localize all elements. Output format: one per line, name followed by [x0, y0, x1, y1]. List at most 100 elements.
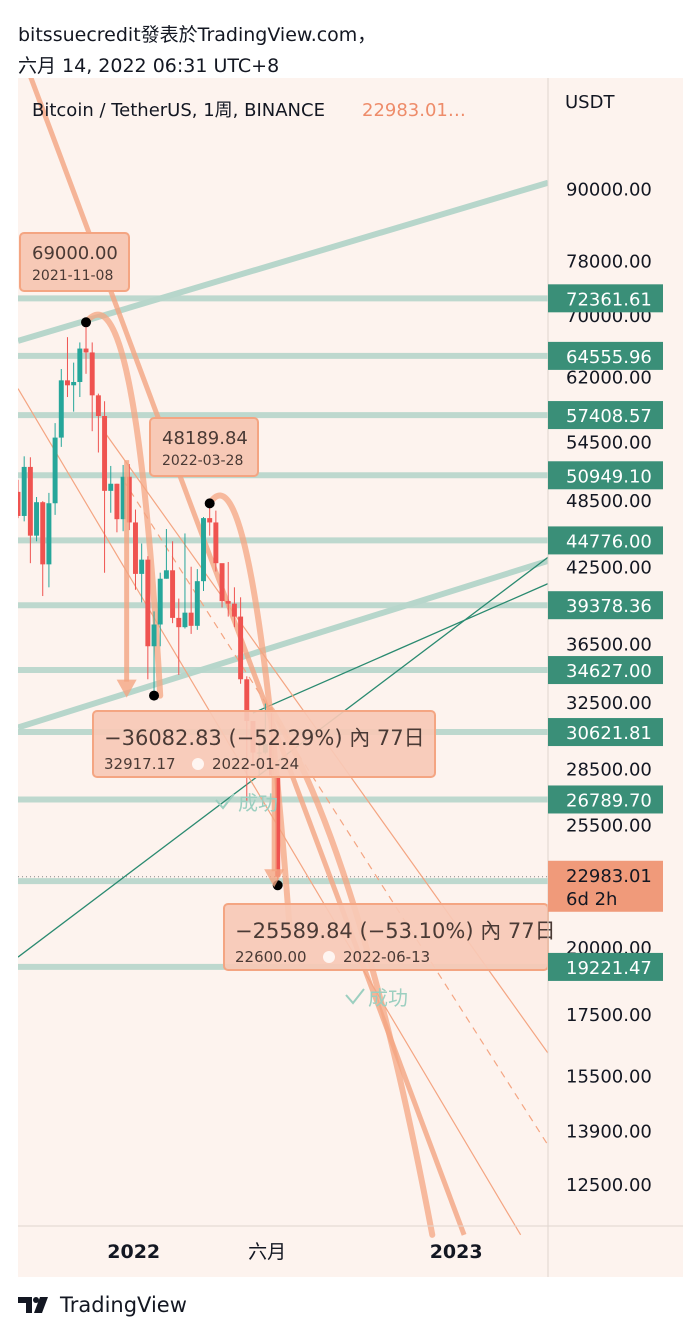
timestamp-line: 六月 14, 2022 06:31 UTC+8	[18, 55, 280, 77]
descending-channel-line	[122, 479, 548, 1146]
candle-body	[21, 466, 27, 516]
candle-body	[231, 603, 237, 617]
measure-arrow-head	[116, 679, 137, 698]
y-tick-label: 17500.00	[566, 1005, 652, 1026]
candle-body	[170, 570, 176, 618]
label-box	[149, 417, 259, 477]
y-tick-label: 13900.00	[566, 1121, 652, 1142]
candle-body	[71, 381, 77, 386]
candle-body	[64, 380, 70, 386]
measure-box-1: −36082.83 (−52.29%) 內 77日 32917.17 2022-01…	[92, 710, 436, 778]
level-badge	[548, 341, 663, 370]
currency-label: USDT	[565, 92, 615, 113]
measure-text: −36082.83 (−52.29%) 內 77日	[104, 726, 425, 750]
x-tick-label: 2023	[430, 1241, 483, 1263]
level-badge	[548, 526, 663, 555]
level-badge	[548, 401, 663, 430]
candle-body	[40, 502, 46, 565]
measure-sub-date: 2022-01-24	[212, 755, 299, 773]
level-badge-label: 39378.36	[566, 596, 652, 617]
measure-box	[92, 710, 436, 778]
candle-body	[95, 395, 101, 417]
pivot-label-lower-high: 48189.84 2022-03-28	[149, 417, 259, 477]
candle-body	[213, 522, 219, 564]
candle-body	[114, 483, 120, 520]
level-badge-label: 44776.00	[566, 531, 652, 552]
chart-last-price: 22983.01…	[362, 100, 466, 121]
candle-body	[120, 476, 126, 520]
pivot-label-high: 69000.00 2021-11-08	[19, 232, 130, 292]
y-tick-label: 54500.00	[566, 432, 652, 453]
tradingview-logo[interactable]: TradingView	[18, 1293, 187, 1317]
candle-body	[27, 466, 33, 536]
tradingview-logo-icon	[18, 1297, 48, 1313]
current-price-value: 22983.01	[566, 866, 652, 887]
y-tick-label: 90000.00	[566, 179, 652, 200]
candle-body	[77, 348, 83, 382]
candle-body	[188, 612, 194, 626]
measure-sub-value: 32917.17	[104, 755, 176, 773]
label-date: 2022-03-28	[162, 453, 243, 469]
y-tick-label: 28500.00	[566, 759, 652, 780]
y-tick-label: 32500.00	[566, 693, 652, 714]
x-tick-label: 2022	[107, 1241, 160, 1263]
candle-body	[52, 437, 58, 504]
author-line: bitssuecredit發表於TradingView.com，	[18, 24, 377, 46]
level-badge	[548, 591, 663, 620]
candle-body	[102, 416, 108, 491]
candle-body	[194, 581, 200, 626]
success-label-1: 成功	[215, 791, 278, 815]
candle-body	[151, 624, 157, 647]
price-chart[interactable]: 69000.00 2021-11-08 48189.84 2022-03-28 −360…	[0, 0, 700, 1290]
candle-body	[176, 617, 182, 628]
candle-body	[225, 601, 231, 604]
clock-icon	[192, 758, 204, 770]
y-tick-label: 78000.00	[566, 251, 652, 272]
chart-title: Bitcoin / TetherUS, 1周, BINANCE	[32, 100, 325, 121]
candle-body	[34, 502, 40, 536]
x-tick-label: 六月	[248, 1241, 286, 1263]
success-text: 成功	[238, 791, 278, 815]
tradingview-wordmark: TradingView	[60, 1293, 187, 1317]
measure-arrow-head	[264, 869, 285, 888]
candle-body	[58, 380, 64, 438]
candle-body	[108, 483, 114, 491]
candle-body	[244, 679, 250, 721]
candle-body	[163, 570, 169, 579]
candle-body	[139, 559, 145, 574]
descending-channel-line	[18, 388, 522, 1236]
check-icon	[345, 988, 365, 1005]
level-badge-label: 64555.96	[566, 347, 652, 368]
level-badge-label: 30621.81	[566, 723, 652, 744]
level-badge-label: 57408.57	[566, 406, 652, 427]
projection-curve	[83, 311, 164, 699]
y-tick-label: 36500.00	[566, 634, 652, 655]
measure-box-2: −25589.84 (−53.10%) 內 77日 22600.00 2022-06…	[223, 903, 556, 971]
success-label-2: 成功	[345, 986, 408, 1010]
measure-sub-date: 2022-06-13	[343, 948, 430, 966]
candle-body	[133, 522, 138, 574]
level-badge-label: 19221.47	[566, 958, 652, 979]
candle-body	[89, 352, 95, 396]
measure-target-marker	[149, 690, 160, 701]
level-badge	[548, 461, 663, 490]
candle-body	[201, 518, 206, 582]
label-date: 2021-11-08	[32, 268, 113, 284]
candle-body	[238, 616, 244, 680]
level-badge	[548, 656, 663, 685]
y-tick-label: 48500.00	[566, 491, 652, 512]
candle-body	[275, 775, 281, 877]
candle-body	[126, 476, 132, 523]
success-text: 成功	[368, 986, 408, 1010]
candle-body	[83, 348, 89, 353]
rising-trendline	[252, 583, 548, 714]
y-tick-label: 25500.00	[566, 815, 652, 836]
candle-body	[182, 612, 188, 628]
rising-trendline	[18, 557, 548, 731]
y-tick-label: 12500.00	[566, 1175, 652, 1196]
level-badge-label: 34627.00	[566, 661, 652, 682]
level-badge-label: 26789.70	[566, 790, 652, 811]
level-badge-label: 50949.10	[566, 466, 652, 487]
label-box	[19, 232, 130, 292]
candle-body	[207, 518, 213, 523]
